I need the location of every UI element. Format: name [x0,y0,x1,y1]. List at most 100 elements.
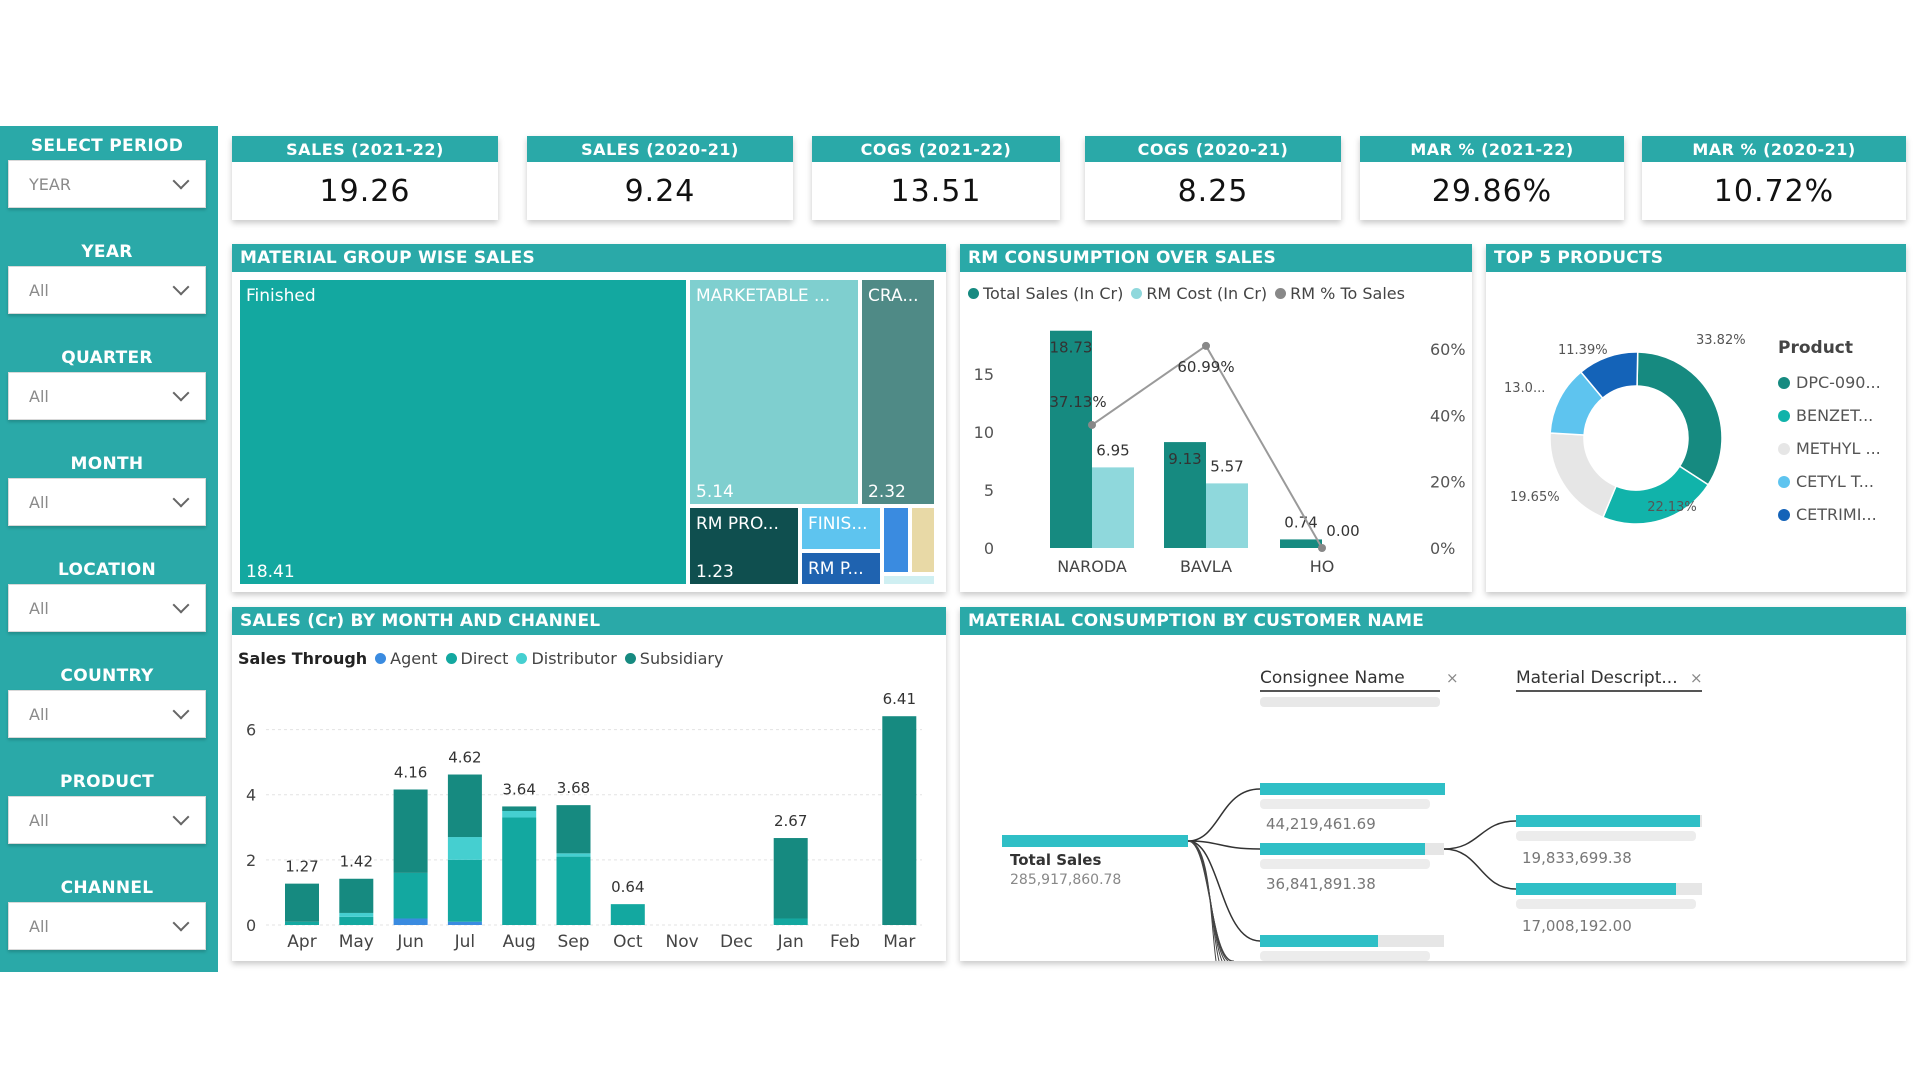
bar-rm-cost [1206,483,1248,548]
data-label: 0.00 [1326,522,1359,540]
kpi-value: 13.51 [890,173,982,209]
slicer-dropdown[interactable]: YEAR [8,160,206,208]
x-tick-label: Mar [883,932,915,952]
connector [1187,840,1261,850]
treemap-cell[interactable]: FINIS... [800,506,882,551]
slicer-dropdown[interactable]: All [8,796,206,844]
legend-marker [516,653,528,664]
slice-label: 19.65% [1510,490,1560,505]
slicer-month: MONTH All [8,450,206,526]
legend-item[interactable]: CETRIMI... [1778,498,1881,531]
bar-total-sales [1280,539,1322,548]
treemap-cell[interactable]: MARKETABLE ... 5.14 [688,278,860,506]
kpi-value: 9.24 [624,173,696,209]
chevron-down-icon[interactable] [172,384,190,402]
legend-label: Agent [390,649,438,668]
chevron-down-icon[interactable] [172,808,190,826]
y-tick-label: 4 [246,786,256,805]
donut-slice [1601,465,1710,525]
treemap-value: 5.14 [696,482,734,502]
bar-segment-direct [556,856,591,925]
connector-minor [1187,840,1235,961]
legend-marker [1275,288,1287,299]
slicer-dropdown[interactable]: All [8,372,206,420]
root-value: 285,917,860.78 [1010,872,1121,888]
treemap-value: 1.23 [696,562,734,582]
treemap-cell[interactable]: RM PRO... 1.23 [688,506,800,586]
legend-item[interactable]: CETYL T... [1778,465,1881,498]
treemap-cell-small[interactable] [910,506,936,574]
legend-item[interactable]: METHYL ... [1778,432,1881,465]
chevron-down-icon[interactable] [172,702,190,720]
donut-slice [1549,432,1618,519]
chevron-down-icon[interactable] [172,596,190,614]
bar-segment-subsidiary [773,838,808,919]
donut-slice [1579,351,1639,400]
treemap-cell[interactable]: Finished 18.41 [238,278,688,586]
slicer-channel: CHANNEL All [8,874,206,950]
slicer-dropdown[interactable]: All [8,584,206,632]
treemap-cell-small[interactable] [882,506,910,574]
data-label: 0.64 [611,878,644,896]
y2-tick-label: 60% [1430,340,1466,359]
connector [1187,840,1261,942]
legend-marker [445,653,457,664]
legend-label: METHYL ... [1796,439,1881,458]
slicer-value: All [29,916,49,936]
slicer-label: YEAR [81,242,133,262]
filter-sidebar: SELECT PERIOD YEAR YEAR All QUARTER All MONTH A… [0,126,218,972]
legend-marker [624,653,636,664]
bar-segment-direct [773,918,808,925]
bar-segment-distributor [447,837,482,860]
slicer-label: LOCATION [58,560,156,580]
slicer-dropdown[interactable]: All [8,690,206,738]
bar-total-sales [1050,330,1092,548]
slicer-value: YEAR [29,174,71,194]
treemap-cell[interactable]: CRA... 2.32 [860,278,936,506]
chevron-down-icon[interactable] [172,914,190,932]
y2-tick-label: 20% [1430,473,1466,492]
slicer-value: All [29,492,49,512]
slicer-label: PRODUCT [59,772,155,792]
level2-bar [1516,815,1700,827]
legend-label: RM Cost (In Cr) [1146,284,1268,303]
x-tick-label: Aug [503,932,536,952]
treemap-label: RM P... [808,559,864,579]
slicer-dropdown[interactable]: All [8,478,206,526]
slicer-value: All [29,704,49,724]
data-label: 1.27 [285,858,318,876]
slicer-dropdown[interactable]: All [8,266,206,314]
legend-label: CETYL T... [1796,472,1874,491]
level1-bar [1260,783,1445,795]
treemap-label: MARKETABLE ... [696,286,831,306]
x-tick-label: Sep [557,932,589,952]
chevron-down-icon[interactable] [172,172,190,190]
bar-segment-subsidiary [285,883,319,922]
bar-segment-subsidiary [882,716,917,925]
level1-value: 36,841,891.38 [1266,875,1376,893]
slicer-select-period: SELECT PERIOD YEAR [8,132,206,208]
blurred-text [1260,799,1430,809]
kpi-value: 19.26 [319,173,411,209]
treemap-cell[interactable]: RM P... [800,551,882,586]
bar-segment-subsidiary [393,789,428,873]
x-tick-label: Nov [666,932,699,952]
legend-item[interactable]: BENZET... [1778,399,1881,432]
treemap-cell-small[interactable] [882,574,936,586]
top5-products-panel: TOP 5 PRODUCTS 33.82% 22.13% 19.65% 13.0...… [1486,244,1906,592]
chevron-down-icon[interactable] [172,490,190,508]
slicer-dropdown[interactable]: All [8,902,206,950]
blurred-text [1516,899,1696,909]
chart-legend: Sales Through Agent Direct Distributor Subsi… [238,649,723,668]
bar-total-sales [1164,442,1206,548]
rm-consumption-panel: RM CONSUMPTION OVER SALES Total Sales (I… [960,244,1472,592]
kpi-label: COGS (2021-22) [812,136,1060,162]
legend-label: RM % To Sales [1290,284,1405,303]
kpi-card: COGS (2020-21) 8.25 [1085,136,1341,220]
chevron-down-icon[interactable] [172,278,190,296]
slicer-value: All [29,810,49,830]
blurred-text [1260,859,1430,869]
slicer-label: QUARTER [61,348,153,368]
legend-item[interactable]: DPC-090... [1778,366,1881,399]
x-tick-label: Jan [777,932,804,952]
